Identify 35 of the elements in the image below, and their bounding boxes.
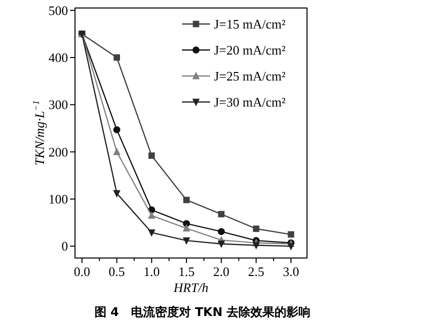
point [182, 224, 190, 232]
point [113, 190, 120, 198]
point [113, 148, 120, 156]
point [148, 152, 155, 159]
point [252, 242, 260, 250]
point [113, 126, 120, 134]
point [218, 210, 225, 218]
y-tick-label: 300 [48, 97, 68, 112]
legend-label: J=30 mA/cm² [214, 94, 286, 110]
point [114, 54, 120, 61]
y-tick-label: 500 [48, 2, 68, 18]
x-tick-label: 1.5 [178, 264, 195, 279]
point [218, 240, 226, 248]
point [252, 226, 260, 232]
y-tick-label: 200 [48, 144, 68, 160]
point [148, 211, 156, 219]
x-tick-label: 2.5 [248, 264, 264, 279]
point [182, 237, 190, 245]
point [287, 243, 295, 250]
x-tick-label: 1.0 [144, 264, 160, 279]
y-tick-label: 0 [62, 238, 68, 254]
text: 图 4 电流密度对 TKN 去除效果的影响 [94, 305, 311, 319]
point [218, 228, 225, 236]
point [288, 231, 294, 238]
y-tick-label: 400 [48, 50, 68, 66]
x-tick-label: 2.0 [213, 264, 230, 279]
legend-label: J=15 mA/cm² [214, 16, 286, 32]
x-tick-label: 0.0 [74, 264, 90, 279]
x-tick-label: 3.0 [282, 264, 300, 279]
x-tick-label: 0.5 [108, 264, 125, 279]
x-axis-title: HRT/h [172, 280, 208, 295]
point [148, 229, 156, 237]
y-tick-label: 100 [48, 192, 68, 207]
legend-label: J=20 mA/cm² [214, 42, 286, 58]
legend-label: J=25 mA/cm² [214, 68, 286, 84]
